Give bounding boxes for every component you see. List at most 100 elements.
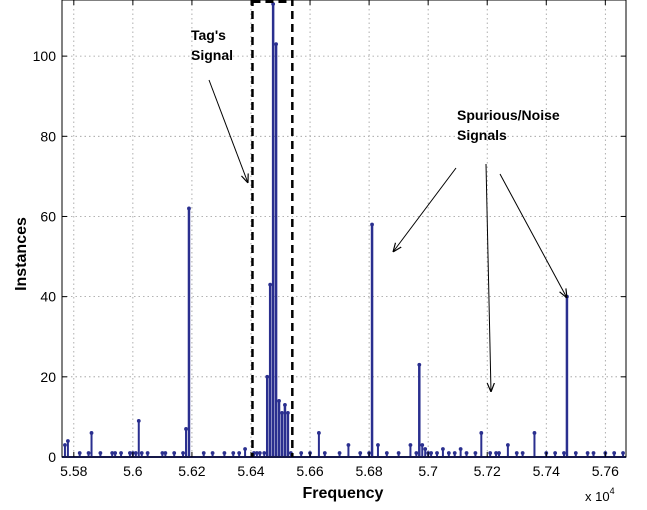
y-tick-label: 100 — [33, 48, 57, 64]
tag-signal-dashed-box — [251, 0, 294, 457]
data-stem-marker — [119, 451, 123, 455]
data-stem-marker — [187, 206, 191, 211]
annotation-spurious-noise: Spurious/Noise Signals — [393, 107, 567, 392]
data-stem-marker — [573, 451, 578, 455]
annotation-spurious-arrow-3 — [499, 173, 567, 298]
data-stem-marker — [423, 447, 428, 451]
data-stem-marker — [277, 398, 281, 403]
plot-frame — [61, 0, 627, 458]
data-stems — [62, 2, 626, 458]
data-stem-marker — [562, 451, 566, 455]
annotation-tags-signal-line2: Signal — [191, 47, 233, 63]
data-stem-marker — [271, 2, 276, 6]
data-stem-marker — [322, 451, 327, 455]
data-stem-marker — [66, 439, 70, 443]
x-tick-label: 5.62 — [178, 463, 205, 479]
data-stem-marker — [283, 402, 287, 407]
data-stem-marker — [243, 447, 247, 451]
data-stem-marker — [479, 431, 484, 435]
data-stem-marker — [210, 451, 215, 455]
annotation-tags-signal: Tag's Signal — [191, 27, 248, 183]
data-stem-marker — [591, 451, 596, 455]
annotation-spurious-arrow-1 — [393, 167, 457, 252]
data-stem-marker — [299, 451, 304, 455]
x-tick-label: 5.64 — [237, 463, 264, 479]
x-tick-label: 5.74 — [533, 463, 560, 479]
data-stem-marker — [346, 443, 351, 447]
data-stem-marker — [262, 451, 267, 455]
data-stem-marker — [145, 451, 150, 455]
x-axis-label: Frequency — [303, 485, 384, 502]
data-stem-marker — [172, 451, 177, 455]
data-stem-marker — [163, 451, 168, 455]
data-stem-marker — [408, 443, 413, 447]
data-stem-marker — [441, 447, 445, 451]
data-stem-marker — [384, 451, 389, 455]
data-stem-marker — [376, 443, 380, 447]
data-stem-marker — [420, 443, 425, 447]
data-stem-marker — [370, 222, 374, 227]
data-stem-marker — [452, 451, 457, 455]
data-stem-marker — [268, 282, 273, 287]
data-stem-marker — [133, 451, 138, 455]
y-tick-label: 0 — [48, 449, 56, 465]
data-stem-marker — [280, 411, 284, 415]
data-stem-marker — [553, 451, 558, 455]
data-stem-marker — [86, 451, 91, 455]
data-stem-marker — [237, 451, 242, 455]
data-stem-marker — [254, 451, 259, 455]
data-stem-marker — [110, 451, 115, 455]
data-stem-marker — [417, 362, 422, 367]
data-stem-marker — [458, 447, 463, 451]
data-stem-marker — [497, 451, 501, 455]
annotation-spurious-arrow-2 — [485, 163, 491, 392]
data-stem-marker — [532, 431, 537, 435]
data-stem-marker — [222, 451, 227, 455]
data-stem-marker — [113, 451, 118, 455]
x-axis-multiplier-exponent: 4 — [610, 486, 615, 496]
data-stem-marker — [446, 451, 451, 455]
data-stem-marker — [414, 451, 419, 455]
data-stem-marker — [274, 42, 278, 46]
data-stem-marker — [621, 451, 625, 455]
data-stem-marker — [257, 451, 262, 455]
data-stem-marker — [128, 451, 132, 455]
data-stem-marker — [317, 431, 321, 435]
data-stem-marker — [464, 451, 469, 455]
data-stem-marker — [505, 443, 510, 447]
y-tick-label: 80 — [40, 128, 56, 144]
data-stem-marker — [435, 451, 439, 455]
y-axis-label: Instances — [13, 217, 30, 291]
data-stem-marker — [358, 451, 363, 455]
x-tick-label: 5.72 — [474, 463, 501, 479]
data-stem-marker — [139, 451, 144, 455]
data-stem-marker — [98, 451, 103, 455]
x-tick-label: 5.76 — [592, 463, 619, 479]
data-stem-marker — [89, 431, 94, 435]
data-stem-marker — [396, 451, 401, 455]
data-stem-marker — [285, 411, 290, 415]
data-stem-marker — [136, 419, 141, 423]
data-stem-marker — [612, 451, 617, 455]
data-stem-marker — [160, 451, 165, 455]
y-tick-label: 60 — [40, 208, 56, 224]
data-stem-marker — [201, 451, 206, 455]
annotation-spurious-noise-line2: Signals — [457, 127, 507, 143]
annotation-tags-signal-arrow — [208, 79, 248, 183]
data-stem-marker — [585, 451, 590, 455]
data-stem-marker — [514, 451, 519, 455]
x-tick-label: 5.66 — [296, 463, 323, 479]
data-stem-marker — [494, 451, 498, 455]
data-stem-marker — [265, 374, 270, 379]
data-stem-marker — [337, 451, 342, 455]
y-tick-label: 20 — [40, 369, 56, 385]
annotation-tags-signal-line1: Tag's — [191, 27, 226, 43]
x-tick-label: 5.7 — [418, 463, 438, 479]
x-axis-multiplier-base: x 10 — [585, 489, 610, 504]
annotation-spurious-noise-line1: Spurious/Noise — [457, 107, 560, 123]
x-tick-label: 5.6 — [123, 463, 143, 479]
data-stem-marker — [77, 451, 82, 455]
x-axis-multiplier: x 104 — [585, 486, 615, 504]
data-stem-marker — [231, 451, 236, 455]
